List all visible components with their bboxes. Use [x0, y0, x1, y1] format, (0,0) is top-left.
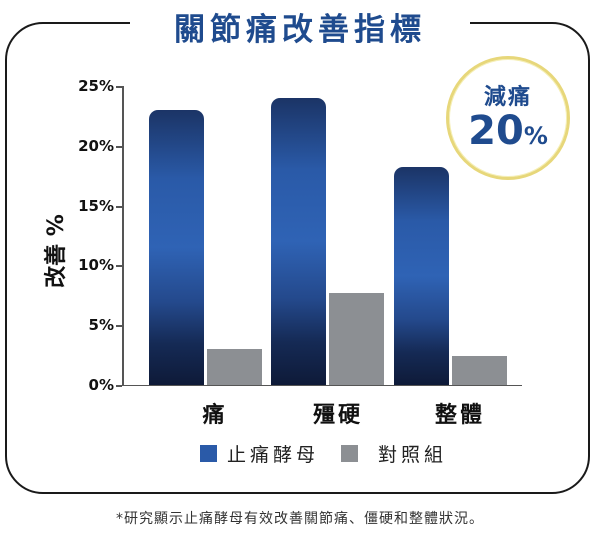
y-tick — [116, 325, 122, 327]
legend-label-control: 對照組 — [378, 444, 448, 466]
bar-stiffness-control — [329, 293, 384, 385]
legend-swatch-yeast — [200, 445, 217, 462]
reduction-badge: 減痛 20% — [446, 56, 570, 180]
y-tick — [116, 265, 122, 267]
y-tick-label: 5% — [88, 316, 114, 334]
y-tick — [116, 146, 122, 148]
bar-pain-yeast — [149, 110, 204, 385]
chart-title: 關節痛改善指標 — [174, 12, 426, 48]
y-tick — [116, 86, 122, 88]
plot-area: 25% 20% 15% 10% 5% 0% — [78, 77, 522, 394]
y-tick-label: 25% — [78, 77, 114, 95]
bar-stiffness-yeast — [271, 98, 326, 385]
y-tick-label: 20% — [78, 137, 114, 155]
y-axis-label: 改善 % — [44, 214, 69, 288]
category-label-overall: 整體 — [434, 403, 485, 428]
legend-swatch-control — [341, 445, 359, 462]
y-tick-label: 10% — [78, 256, 114, 274]
title-backdrop — [130, 0, 470, 48]
badge-unit: % — [523, 122, 548, 150]
bar-overall-control — [452, 356, 507, 385]
y-tick — [116, 206, 122, 208]
y-axis — [122, 86, 124, 385]
badge-number: 20 — [468, 108, 524, 154]
bar-pain-control — [207, 349, 262, 385]
category-label-pain: 痛 — [202, 403, 228, 428]
badge-value: 20% — [449, 111, 567, 156]
badge-label: 減痛 — [483, 85, 532, 110]
y-tick-label: 0% — [88, 376, 114, 394]
bar-overall-yeast — [394, 167, 449, 385]
y-tick-label: 15% — [78, 197, 114, 215]
legend-label-yeast: 止痛酵母 — [227, 444, 320, 466]
footnote: *研究顯示止痛酵母有效改善關節痛、僵硬和整體狀況。 — [116, 511, 484, 527]
x-axis — [122, 384, 522, 386]
legend: 止痛酵母 對照組 — [200, 440, 447, 467]
category-label-stiffness: 殭硬 — [312, 403, 363, 428]
y-tick — [116, 385, 122, 387]
